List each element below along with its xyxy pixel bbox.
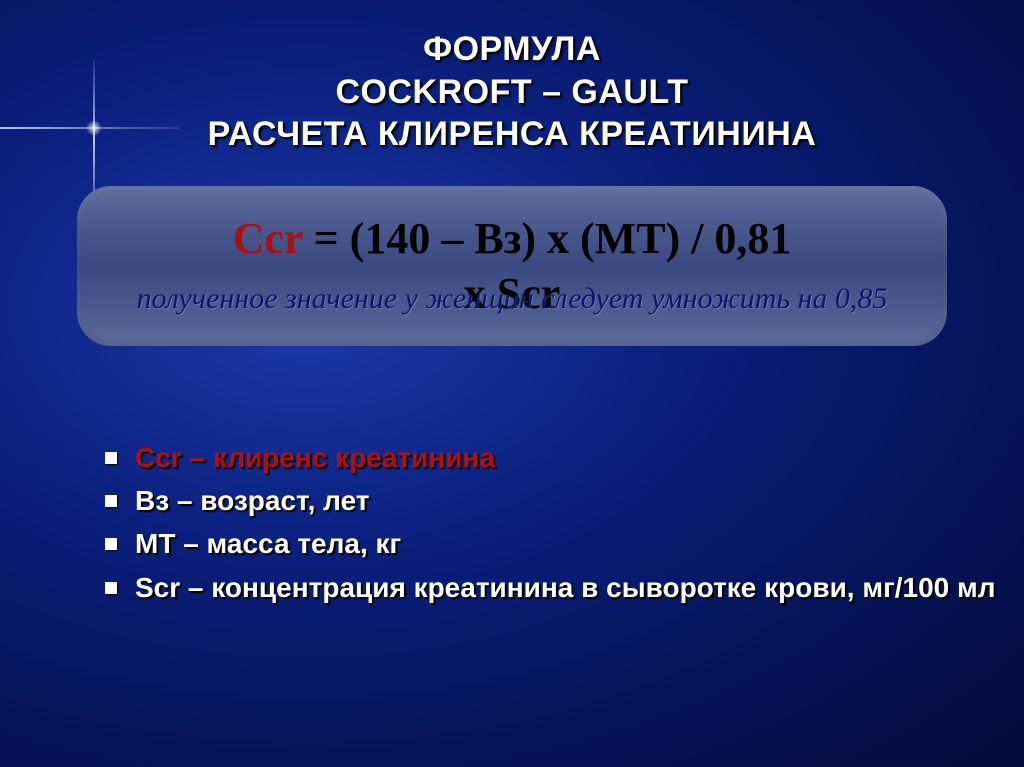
legend-list: Ccr – клиренс креатинина Вз – возраст, л… (105, 436, 1024, 610)
formula-ccr: Ccr (233, 214, 303, 263)
formula-line-2-wrap: х Scr полученное значение у женщин следу… (77, 268, 947, 319)
legend-item-vz: Вз – возраст, лет (105, 479, 1024, 522)
legend-item-scr: Scr – концентрация креатинина в сыворотк… (105, 566, 1024, 609)
lens-flare-star (86, 120, 102, 136)
title-line-3: РАСЧЕТА КЛИРЕНСА КРЕАТИНИНА (0, 113, 1024, 156)
title-line-1: ФОРМУЛА (0, 28, 1024, 71)
title-line-2: COCKROFT – GAULT (0, 71, 1024, 114)
legend-scr-label: Scr – концентрация креатинина в сыворотк… (135, 572, 996, 603)
slide-title: ФОРМУЛА COCKROFT – GAULT РАСЧЕТА КЛИРЕНС… (0, 0, 1024, 156)
formula-line-1: Ccr = (140 – Вз) х (МТ) / 0,81 (233, 213, 792, 264)
formula-panel: Ccr = (140 – Вз) х (МТ) / 0,81 х Scr пол… (77, 186, 947, 346)
legend-item-ccr: Ccr – клиренс креатинина (105, 436, 1024, 479)
legend-ccr-label: Ccr – клиренс креатинина (135, 442, 495, 473)
formula-rest: = (140 – Вз) х (МТ) / 0,81 (303, 214, 792, 263)
legend-vz-label: Вз – возраст, лет (135, 485, 370, 516)
legend-item-mt: МТ – масса тела, кг (105, 522, 1024, 565)
formula-line-2: х Scr (464, 269, 561, 318)
legend-mt-label: МТ – масса тела, кг (135, 528, 401, 559)
